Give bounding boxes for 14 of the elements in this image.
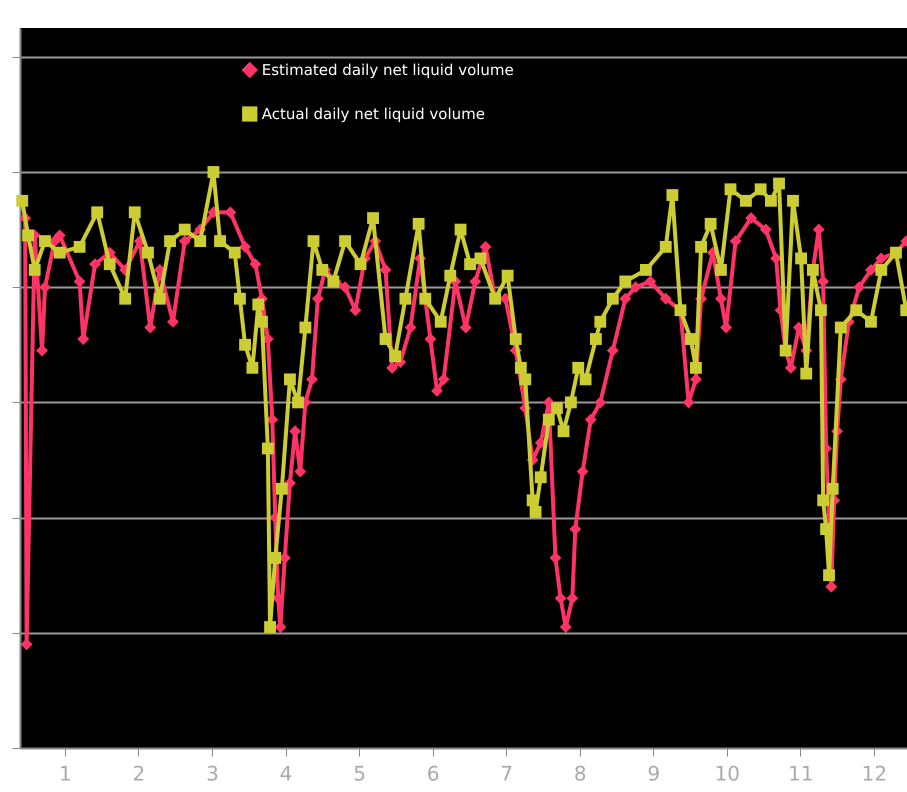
x-tick-label: 7 — [500, 762, 514, 786]
x-tick-label: 1 — [59, 762, 72, 786]
legend-label: Actual daily net liquid volume — [262, 105, 485, 123]
x-tick-label: 9 — [647, 762, 660, 786]
x-tick-label: 8 — [574, 762, 587, 786]
x-tick-label: 2 — [132, 762, 146, 786]
x-tick-label: 12 — [862, 762, 888, 786]
x-tick-label: 4 — [280, 762, 292, 786]
x-tick-label: 11 — [788, 762, 814, 786]
x-tick-label: 10 — [714, 762, 740, 786]
x-tick-label: 6 — [426, 762, 440, 786]
x-tick-label: 5 — [353, 762, 366, 786]
legend-label: Estimated daily net liquid volume — [262, 61, 514, 79]
x-tick-label: 3 — [206, 762, 219, 786]
